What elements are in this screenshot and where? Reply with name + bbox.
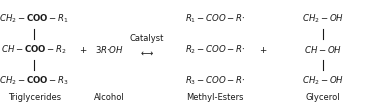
Text: Triglycerides: Triglycerides [8, 92, 61, 101]
Text: $+$: $+$ [259, 45, 267, 55]
Text: Alcohol: Alcohol [94, 92, 125, 101]
Text: Catalyst: Catalyst [129, 34, 164, 43]
Text: $R_2 - COO - R{\cdot}$: $R_2 - COO - R{\cdot}$ [184, 43, 245, 56]
Text: $3R{\cdot}OH$: $3R{\cdot}OH$ [95, 44, 124, 55]
Text: $CH - \mathbf{COO} - R_2$: $CH - \mathbf{COO} - R_2$ [1, 43, 67, 56]
Text: $CH_2 - OH$: $CH_2 - OH$ [302, 74, 344, 87]
Text: Methyl-Esters: Methyl-Esters [186, 92, 244, 101]
Text: $R_1 - COO - R{\cdot}$: $R_1 - COO - R{\cdot}$ [184, 12, 245, 25]
Text: $CH_2 - OH$: $CH_2 - OH$ [302, 12, 344, 25]
Text: $CH_2 - \mathbf{COO} - R_1$: $CH_2 - \mathbf{COO} - R_1$ [0, 12, 69, 25]
Text: $CH - OH$: $CH - OH$ [304, 44, 342, 55]
Text: $R_3 - COO - R{\cdot}$: $R_3 - COO - R{\cdot}$ [184, 74, 245, 87]
Text: $\longleftrightarrow$: $\longleftrightarrow$ [139, 49, 154, 58]
Text: $+$: $+$ [79, 45, 87, 55]
Text: Glycerol: Glycerol [306, 92, 341, 101]
Text: $CH_2 - \mathbf{COO} - R_3$: $CH_2 - \mathbf{COO} - R_3$ [0, 74, 69, 87]
